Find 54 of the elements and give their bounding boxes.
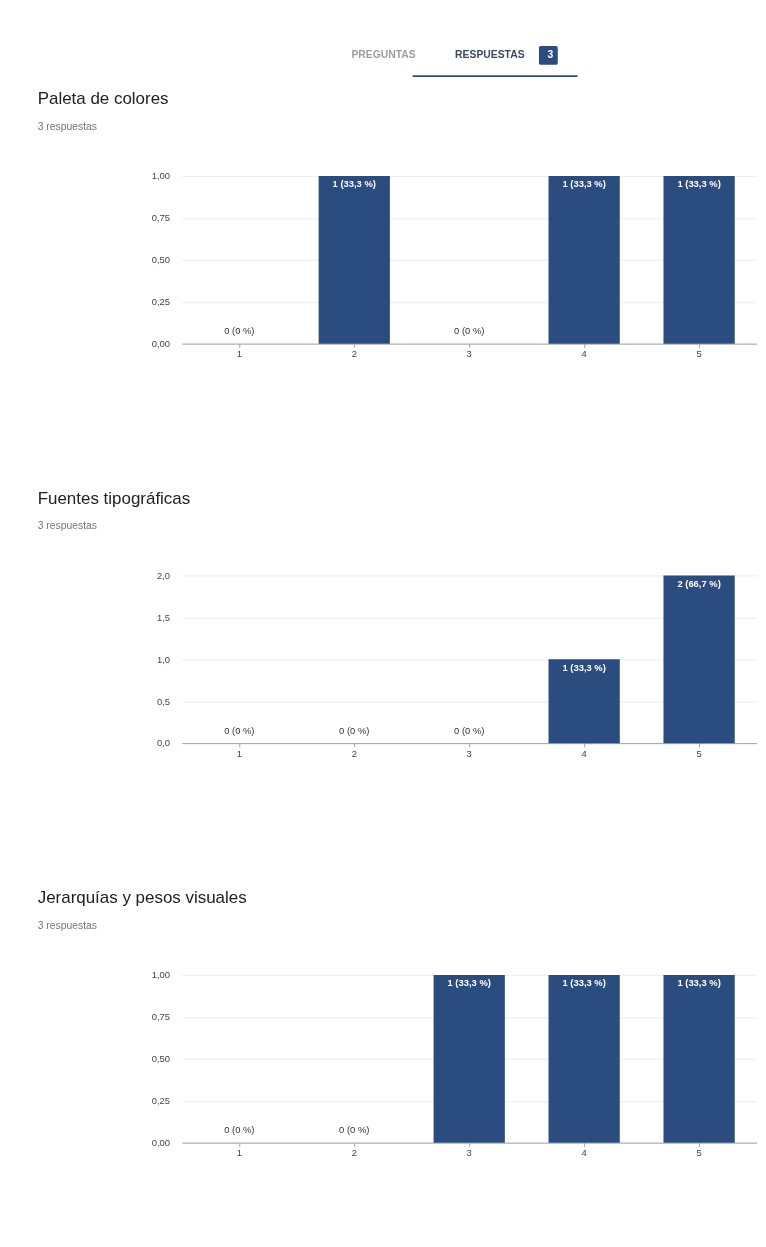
- data-label: 0 (0 %): [224, 724, 255, 736]
- y-tick-label: 0,00: [151, 337, 171, 349]
- data-label: 1 (33,3 %): [562, 178, 606, 190]
- data-label: 0 (0 %): [454, 325, 485, 337]
- y-tick-label: 1,5: [156, 611, 171, 623]
- data-label: 1 (33,3 %): [677, 977, 721, 989]
- x-tick-label: 1: [236, 747, 242, 759]
- y-tick-label: 0,0: [156, 737, 171, 749]
- x-tick-label: 2: [351, 348, 357, 360]
- x-tick-label: 4: [581, 1147, 587, 1159]
- x-tick-label: 3: [466, 1147, 472, 1159]
- y-tick-label: 0,25: [151, 296, 171, 308]
- data-label: 0 (0 %): [224, 1124, 255, 1136]
- chart-title: Paleta de colores: [37, 89, 169, 109]
- x-tick-label: 3: [466, 747, 472, 759]
- y-tick-label: 0,25: [151, 1095, 171, 1107]
- x-tick-label: 1: [236, 1147, 242, 1159]
- x-tick-label: 5: [696, 747, 702, 759]
- y-tick-label: 0,00: [151, 1136, 171, 1148]
- x-tick-label: 5: [696, 1147, 702, 1159]
- data-label: 1 (33,3 %): [332, 178, 376, 190]
- data-label: 1 (33,3 %): [562, 661, 606, 673]
- text: RESPUESTAS: [455, 49, 525, 61]
- text: 3 respuestas: [37, 120, 98, 132]
- y-tick-label: 1,0: [156, 653, 171, 665]
- x-tick-label: 5: [696, 348, 702, 360]
- y-tick-label: 0,5: [156, 695, 171, 707]
- chart-title: Jerarquías y pesos visuales: [37, 888, 247, 908]
- data-label: 0 (0 %): [339, 724, 370, 736]
- y-tick-label: 0,75: [151, 212, 171, 224]
- data-label: 2 (66,7 %): [677, 577, 721, 589]
- x-tick-label: 1: [236, 348, 242, 360]
- x-tick-label: 4: [581, 747, 587, 759]
- data-label: 1 (33,3 %): [562, 977, 606, 989]
- y-tick-label: 0,50: [151, 254, 171, 266]
- text: 3 respuestas: [37, 520, 98, 532]
- text: 3: [547, 49, 554, 61]
- y-tick-label: 1,00: [151, 969, 171, 981]
- y-tick-label: 0,50: [151, 1053, 171, 1065]
- data-label: 1 (33,3 %): [447, 977, 491, 989]
- data-label: 0 (0 %): [454, 724, 485, 736]
- data-label: 0 (0 %): [339, 1124, 370, 1136]
- y-tick-label: 2,0: [156, 569, 171, 581]
- x-tick-label: 4: [581, 348, 587, 360]
- text: PREGUNTAS: [351, 49, 416, 61]
- data-label: 1 (33,3 %): [677, 178, 721, 190]
- y-tick-label: 0,75: [151, 1011, 171, 1023]
- text: 3 respuestas: [37, 919, 98, 931]
- data-label: 0 (0 %): [224, 325, 255, 337]
- x-tick-label: 2: [351, 1147, 357, 1159]
- chart-title: Fuentes tipográficas: [37, 488, 191, 508]
- x-tick-label: 3: [466, 348, 472, 360]
- x-tick-label: 2: [351, 747, 357, 759]
- y-tick-label: 1,00: [151, 170, 171, 182]
